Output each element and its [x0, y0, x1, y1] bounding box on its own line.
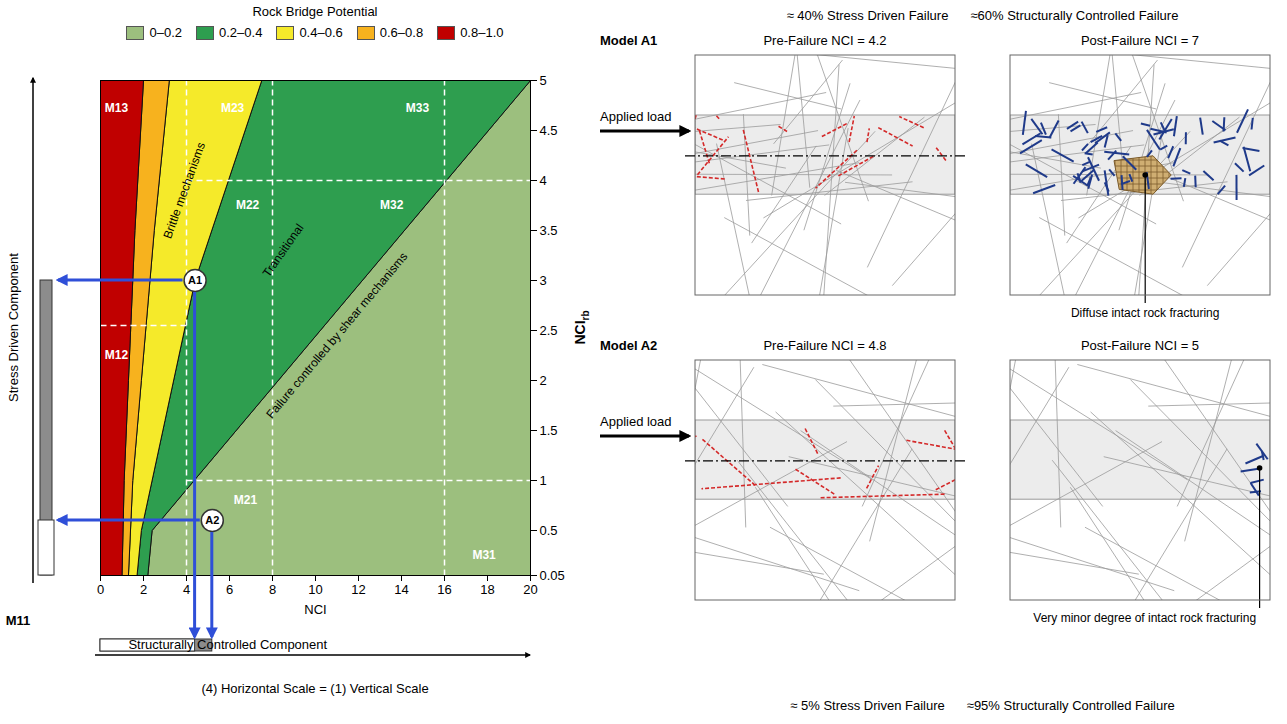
svg-text:1: 1: [540, 473, 547, 488]
svg-text:6: 6: [226, 582, 233, 597]
svg-text:≈ 5% Stress Driven Failure≈95%: ≈ 5% Stress Driven Failure≈95% Structura…: [790, 698, 1175, 713]
svg-text:Diffuse intact rock fracturing: Diffuse intact rock fracturing: [1071, 306, 1220, 320]
svg-text:Pre-Failure NCI = 4.2: Pre-Failure NCI = 4.2: [763, 33, 886, 48]
svg-text:Model A1: Model A1: [600, 33, 657, 48]
svg-text:M31: M31: [472, 548, 496, 562]
svg-text:Applied load: Applied load: [600, 414, 672, 429]
svg-text:4: 4: [540, 173, 547, 188]
html-text:Rock Bridge Potential: Rock Bridge Potential: [252, 4, 378, 19]
svg-text:Post-Failure NCI = 5: Post-Failure NCI = 5: [1081, 338, 1199, 353]
svg-text:4: 4: [183, 582, 190, 597]
svg-text:M33: M33: [406, 101, 430, 115]
svg-text:0.5: 0.5: [540, 523, 558, 538]
svg-text:M11: M11: [6, 613, 31, 628]
svg-text:1.5: 1.5: [540, 423, 558, 438]
svg-text:NCI: NCI: [304, 602, 326, 617]
svg-text:2: 2: [540, 373, 547, 388]
html-text:0.6–0.8: 0.6–0.8: [379, 25, 424, 40]
svg-text:M23: M23: [221, 101, 245, 115]
svg-text:Brittle mechanisms: Brittle mechanisms: [160, 140, 208, 240]
svg-text:M13: M13: [105, 101, 129, 115]
svg-text:4.5: 4.5: [540, 123, 558, 138]
svg-text:3.5: 3.5: [540, 223, 558, 238]
svg-text:(4) Horizontal Scale = (1) Ver: (4) Horizontal Scale = (1) Vertical Scal…: [201, 681, 428, 696]
svg-text:0.05: 0.05: [540, 568, 565, 583]
svg-text:14: 14: [394, 582, 408, 597]
svg-text:M22: M22: [236, 198, 260, 212]
html-text:0.8–1.0: 0.8–1.0: [460, 25, 504, 40]
html-text:0.4–0.6: 0.4–0.6: [299, 25, 343, 40]
svg-text:2: 2: [140, 582, 147, 597]
svg-text:16: 16: [437, 582, 451, 597]
svg-text:Model A2: Model A2: [600, 338, 657, 353]
svg-text:20: 20: [523, 582, 537, 597]
svg-text:Applied load: Applied load: [600, 109, 672, 124]
svg-text:Post-Failure NCI = 7: Post-Failure NCI = 7: [1081, 33, 1199, 48]
svg-text:M32: M32: [380, 198, 404, 212]
svg-text:18: 18: [480, 582, 494, 597]
svg-text:Pre-Failure NCI = 4.8: Pre-Failure NCI = 4.8: [763, 338, 886, 353]
svg-text:NCIrb: NCIrb: [572, 310, 591, 344]
svg-text:A2: A2: [205, 514, 219, 526]
svg-text:A1: A1: [188, 274, 202, 286]
svg-text:M21: M21: [234, 493, 258, 507]
svg-text:Transitional: Transitional: [260, 221, 307, 279]
svg-text:Stress Driven Component: Stress Driven Component: [6, 253, 21, 402]
svg-text:8: 8: [269, 582, 276, 597]
svg-text:0: 0: [97, 582, 104, 597]
svg-text:M12: M12: [105, 348, 129, 362]
svg-text:≈ 40% Stress Driven Failure≈60: ≈ 40% Stress Driven Failure≈60% Structur…: [787, 8, 1179, 23]
html-text:0–0.2: 0–0.2: [149, 25, 182, 40]
svg-text:Structurally Controlled Compon: Structurally Controlled Component: [128, 637, 327, 652]
svg-text:Failure controlled by shear me: Failure controlled by shear mechanisms: [263, 250, 410, 421]
svg-text:12: 12: [351, 582, 365, 597]
html-text:0.2–0.4: 0.2–0.4: [219, 25, 263, 40]
svg-text:10: 10: [308, 582, 322, 597]
svg-text:5: 5: [540, 73, 547, 88]
svg-text:2.5: 2.5: [540, 323, 558, 338]
svg-text:Very minor degree of intact ro: Very minor degree of intact rock fractur…: [1033, 611, 1256, 625]
svg-text:3: 3: [540, 273, 547, 288]
